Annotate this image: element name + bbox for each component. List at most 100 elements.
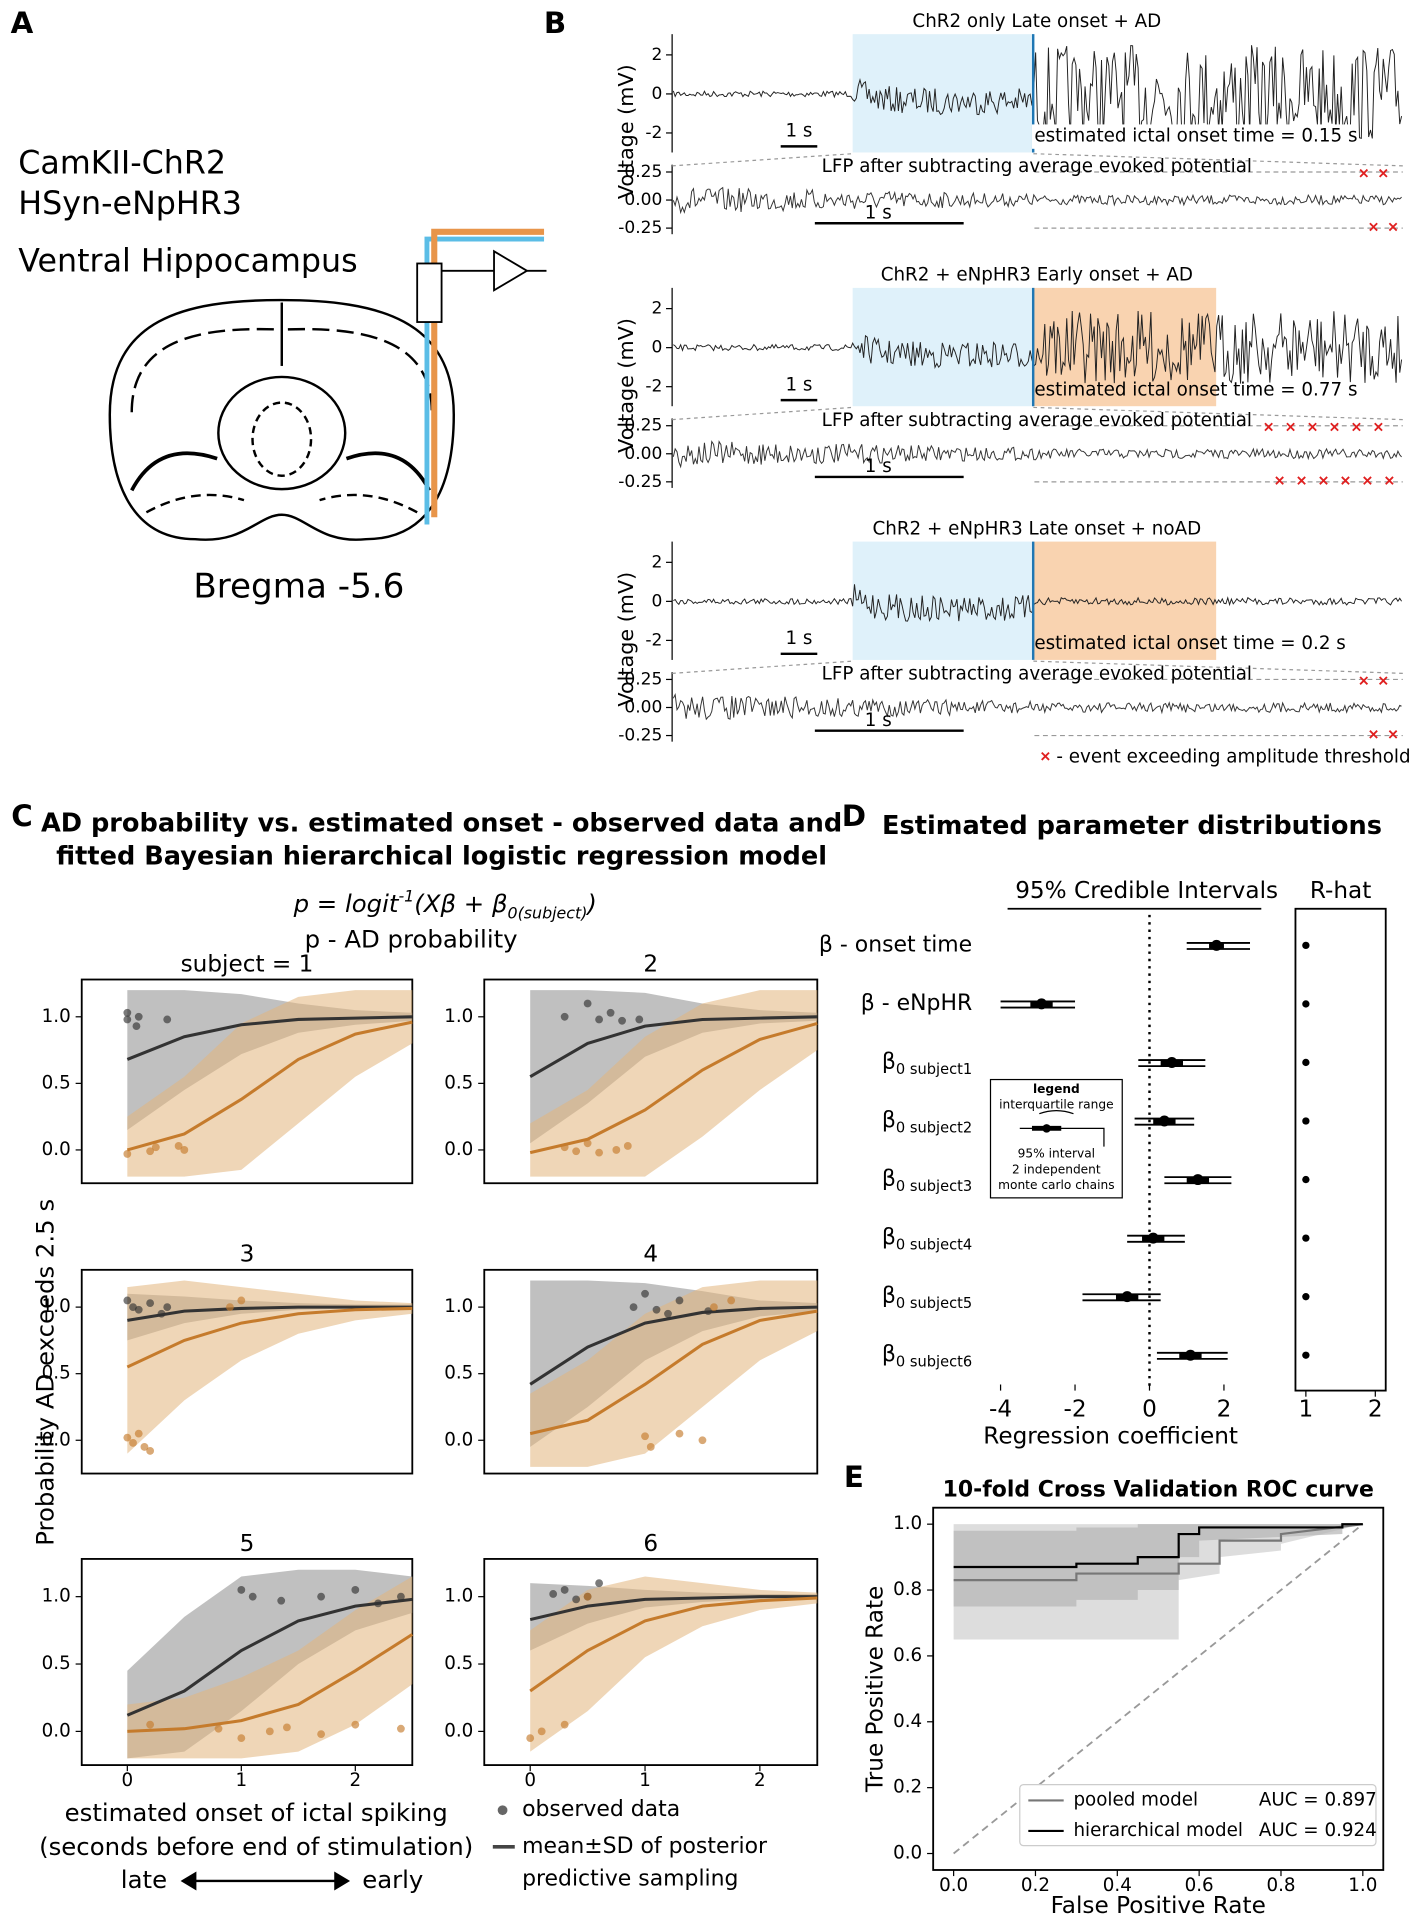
y-tick-label: 2: [652, 45, 663, 65]
y-tick-label: 1.0: [42, 1296, 71, 1317]
observed-point: [560, 1720, 569, 1729]
observed-point: [675, 1296, 684, 1305]
trace-title: ChR2 only Late onset + AD: [912, 11, 1161, 32]
x-axis-label: estimated onset of ictal spiking: [65, 1798, 448, 1827]
subplot-title: 3: [240, 1241, 255, 1268]
x-tick-label: 0: [122, 1770, 134, 1791]
observed-point: [560, 1586, 569, 1594]
formula-part: p = logit: [293, 889, 400, 918]
y-tick-label: 0.5: [444, 1072, 473, 1093]
mean-line: [126, 1015, 413, 1061]
observed-point: [248, 1592, 257, 1601]
legend-label: monte carlo chains: [998, 1178, 1114, 1192]
legend-marker: [1041, 751, 1050, 761]
observed-point: [583, 1139, 592, 1148]
mean-line: [126, 1597, 413, 1717]
x-tick-label: 2: [349, 1770, 361, 1791]
formula-note: p - AD probability: [305, 924, 518, 953]
mean-line: [953, 1523, 1363, 1569]
x-tick-label: 1: [639, 1770, 651, 1791]
scale-label: 1 s: [786, 628, 813, 649]
x-tick-label: 2: [754, 1770, 766, 1791]
observed-point: [226, 1303, 234, 1312]
direction-label: early: [362, 1865, 423, 1894]
y-tick-label: 0.25: [624, 669, 662, 689]
lfp-trace: [672, 693, 1402, 721]
observed-point: [595, 1148, 604, 1157]
mean-line: [126, 1020, 413, 1152]
y-tick-label: -0.25: [618, 218, 662, 238]
sd-band: [530, 1576, 818, 1752]
panel-label: B: [544, 6, 566, 40]
direction-label: late: [121, 1865, 167, 1894]
sd-band: [530, 990, 818, 1177]
observed-point: [397, 1592, 405, 1601]
x-axis-label: Regression coefficient: [983, 1422, 1238, 1449]
subplot-title: 10-fold Cross Validation ROC curve: [943, 1478, 1374, 1503]
panel-label: C: [11, 799, 32, 833]
observed-point: [146, 1299, 155, 1308]
y-tick-label: 0.5: [444, 1653, 473, 1674]
observed-point: [652, 1305, 661, 1314]
legend-label: - event exceeding amplitude threshold: [1056, 747, 1410, 768]
observed-point: [583, 999, 592, 1008]
onset-label: estimated ictal onset time = 0.15 s: [1034, 126, 1357, 147]
midbrain: [251, 401, 313, 477]
rhat-dot: [1302, 1117, 1310, 1125]
observed-point: [283, 1723, 291, 1732]
y-tick-label: 0.8: [893, 1579, 922, 1600]
y-tick-label: 0.5: [444, 1363, 473, 1384]
y-tick-label: -2: [645, 377, 662, 397]
observed-point: [675, 1429, 684, 1438]
legend-label: AUC = 0.924: [1259, 1820, 1377, 1841]
parameter-name: β: [882, 1284, 896, 1309]
y-tick-label: 0.0: [893, 1843, 922, 1864]
y-tick-label: 1.0: [444, 1296, 473, 1317]
observed-point: [132, 1022, 141, 1031]
construct-label: CamKII-ChR2: [18, 146, 226, 182]
parameter-label: β - onset time: [819, 932, 972, 957]
observed-point: [163, 1303, 172, 1312]
y-tick-label: 0: [652, 591, 663, 611]
zoom-guide: [672, 660, 1403, 674]
y-tick-label: 0.2: [893, 1777, 922, 1798]
parameter-label: β - eNpHR: [861, 991, 972, 1016]
y-tick-label: 0.5: [42, 1363, 71, 1384]
panel-label: E: [844, 1460, 864, 1494]
y-axis-label: Probability AD exceeds 2.5 s: [30, 1199, 59, 1546]
observed-point: [560, 1012, 569, 1021]
construct-label: Ventral Hippocampus: [18, 243, 357, 279]
threshold-event: [1286, 422, 1295, 432]
hippocampus: [130, 451, 432, 492]
y-tick-label: 0.0: [42, 1720, 71, 1741]
observed-point: [146, 1447, 155, 1455]
lfp-title: LFP after subtracting average evoked pot…: [822, 410, 1252, 431]
x-axis-label: (seconds before end of stimulation): [39, 1832, 473, 1861]
threshold-event: [1385, 476, 1394, 485]
voltage-trace: [673, 311, 1403, 384]
threshold-line: [1034, 425, 1403, 483]
mean-line: [529, 1595, 818, 1622]
observed-point: [397, 1724, 405, 1733]
threshold-event: [1275, 476, 1284, 485]
y-axis-label: Voltage (mV): [614, 318, 638, 453]
y-tick-label: 0.0: [42, 1139, 71, 1160]
mean-line: [529, 1015, 818, 1079]
observed-point: [180, 1146, 189, 1154]
x-tick-label: 0: [1142, 1396, 1157, 1423]
sd-band: [530, 1280, 818, 1447]
subplot-title: 2: [643, 950, 658, 977]
y-tick-label: 0.0: [444, 1720, 473, 1741]
y-tick-label: -0.25: [618, 472, 662, 492]
threshold-event: [1369, 730, 1378, 739]
observed-point: [317, 1730, 326, 1738]
observed-point: [123, 1296, 132, 1305]
onset-label: estimated ictal onset time = 0.2 s: [1034, 633, 1345, 654]
recording-lead: [416, 262, 443, 323]
legend-label: observed data: [522, 1797, 680, 1822]
parameter-name: β: [882, 1108, 896, 1133]
parameter-label: β0 subject2: [882, 1108, 972, 1136]
parameter-label: β0 subject4: [882, 1225, 972, 1253]
onset-label: estimated ictal onset time = 0.77 s: [1034, 379, 1357, 400]
